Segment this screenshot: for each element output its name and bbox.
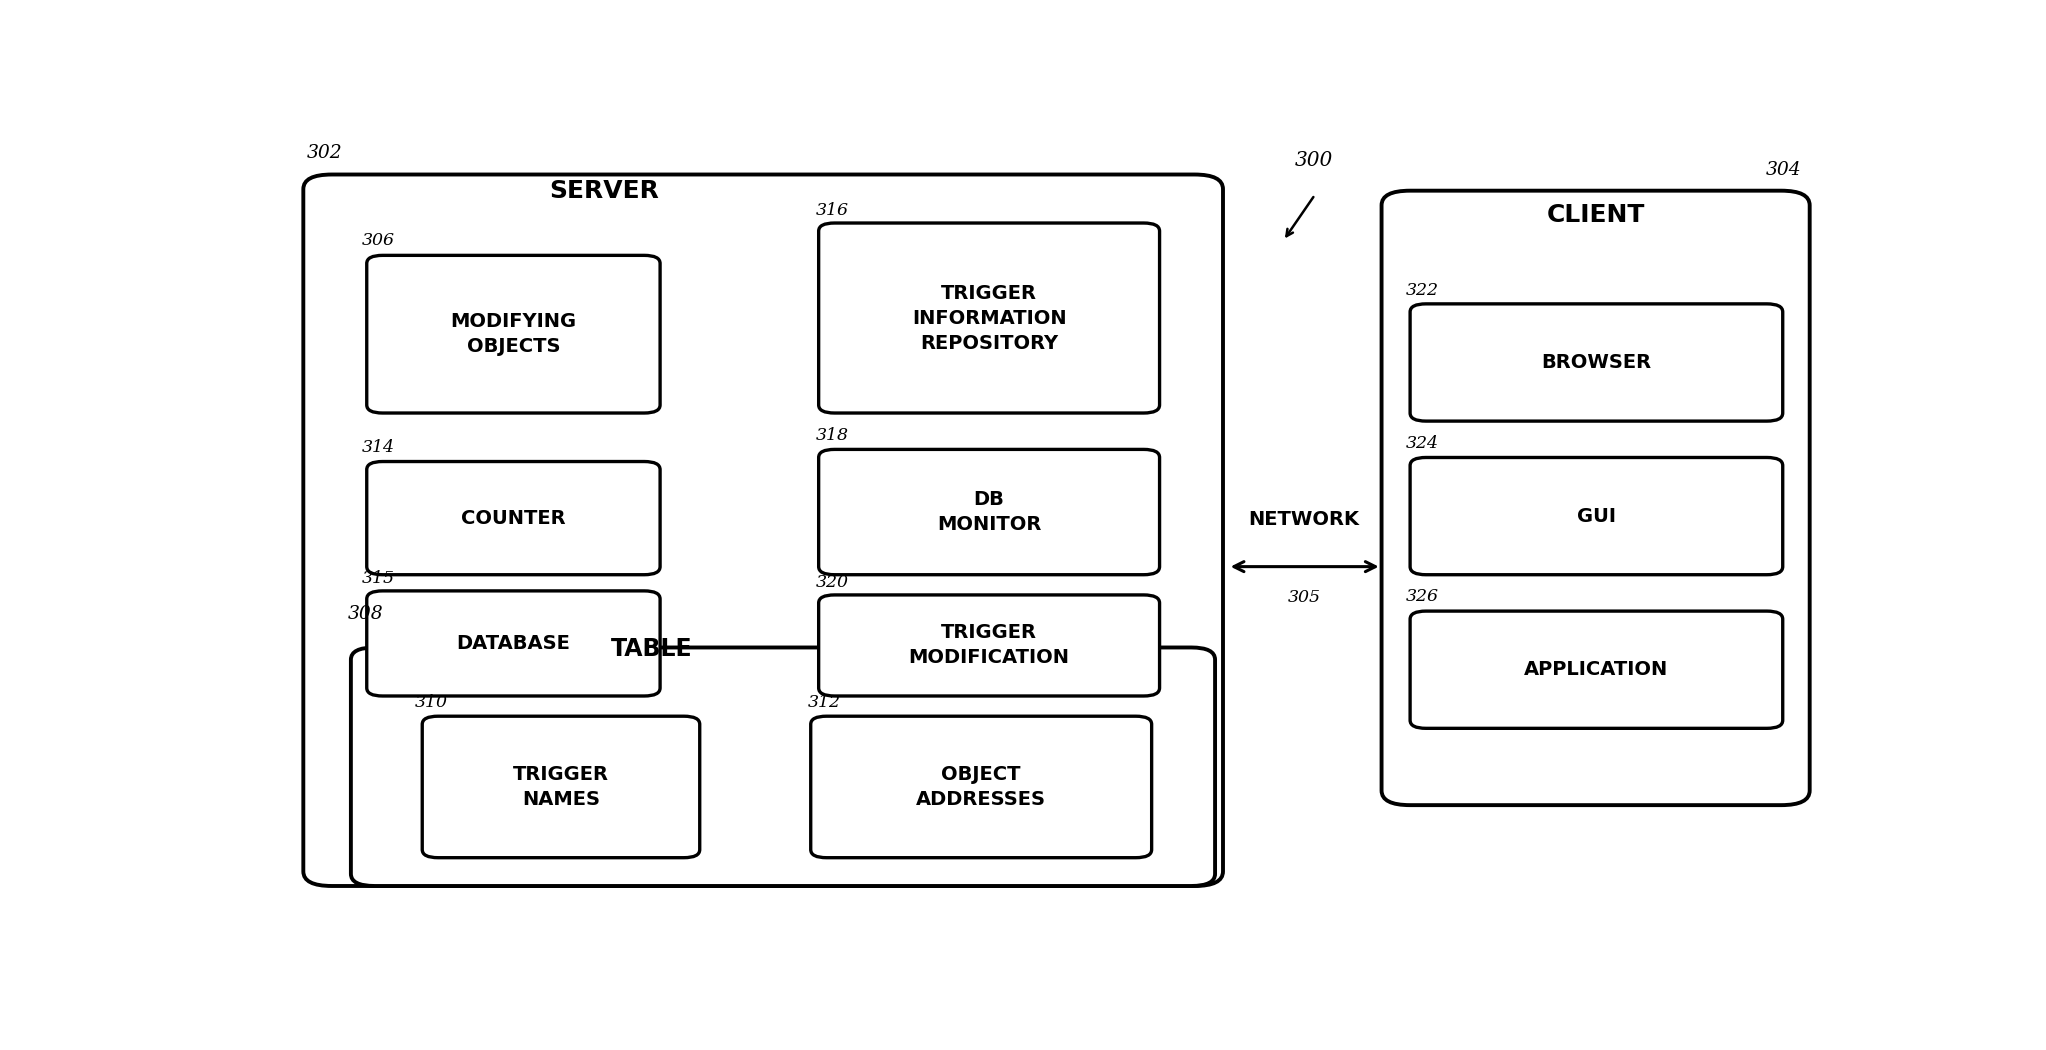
Text: 300: 300 [1295, 151, 1332, 170]
Text: 306: 306 [362, 232, 395, 249]
FancyBboxPatch shape [1410, 458, 1782, 574]
Text: 315: 315 [362, 570, 395, 587]
Text: 312: 312 [808, 694, 841, 711]
Text: 316: 316 [816, 202, 849, 219]
Text: OBJECT
ADDRESSES: OBJECT ADDRESSES [917, 765, 1046, 808]
Text: 310: 310 [413, 694, 448, 711]
FancyBboxPatch shape [421, 716, 700, 858]
Text: 318: 318 [816, 426, 849, 444]
Text: SERVER: SERVER [550, 178, 659, 203]
Text: DB
MONITOR: DB MONITOR [937, 490, 1041, 534]
Text: 314: 314 [362, 439, 395, 456]
Text: DATABASE: DATABASE [456, 634, 571, 653]
FancyBboxPatch shape [1410, 303, 1782, 421]
Text: TABLE: TABLE [612, 637, 694, 662]
Text: 308: 308 [348, 605, 383, 624]
FancyBboxPatch shape [818, 595, 1160, 696]
FancyBboxPatch shape [366, 591, 661, 696]
Text: TRIGGER
INFORMATION
REPOSITORY: TRIGGER INFORMATION REPOSITORY [913, 284, 1066, 353]
Text: 305: 305 [1287, 589, 1320, 606]
Text: 302: 302 [307, 145, 342, 163]
Text: 304: 304 [1766, 161, 1803, 179]
Text: 322: 322 [1406, 282, 1438, 299]
Text: BROWSER: BROWSER [1541, 353, 1651, 372]
Text: NETWORK: NETWORK [1248, 509, 1359, 528]
FancyBboxPatch shape [810, 716, 1152, 858]
FancyBboxPatch shape [818, 223, 1160, 413]
Text: GUI: GUI [1577, 506, 1616, 526]
FancyBboxPatch shape [366, 462, 661, 574]
FancyBboxPatch shape [366, 255, 661, 413]
FancyBboxPatch shape [1381, 191, 1811, 805]
Text: 320: 320 [816, 574, 849, 591]
Text: CLIENT: CLIENT [1547, 203, 1645, 227]
FancyBboxPatch shape [1410, 611, 1782, 729]
Text: MODIFYING
OBJECTS: MODIFYING OBJECTS [450, 312, 577, 356]
Text: COUNTER: COUNTER [460, 508, 567, 527]
FancyBboxPatch shape [818, 449, 1160, 574]
FancyBboxPatch shape [303, 174, 1224, 886]
FancyBboxPatch shape [352, 648, 1215, 886]
Text: 324: 324 [1406, 435, 1438, 452]
Text: 326: 326 [1406, 588, 1438, 606]
Text: TRIGGER
MODIFICATION: TRIGGER MODIFICATION [908, 624, 1070, 668]
Text: TRIGGER
NAMES: TRIGGER NAMES [514, 765, 610, 808]
Text: APPLICATION: APPLICATION [1524, 660, 1670, 679]
